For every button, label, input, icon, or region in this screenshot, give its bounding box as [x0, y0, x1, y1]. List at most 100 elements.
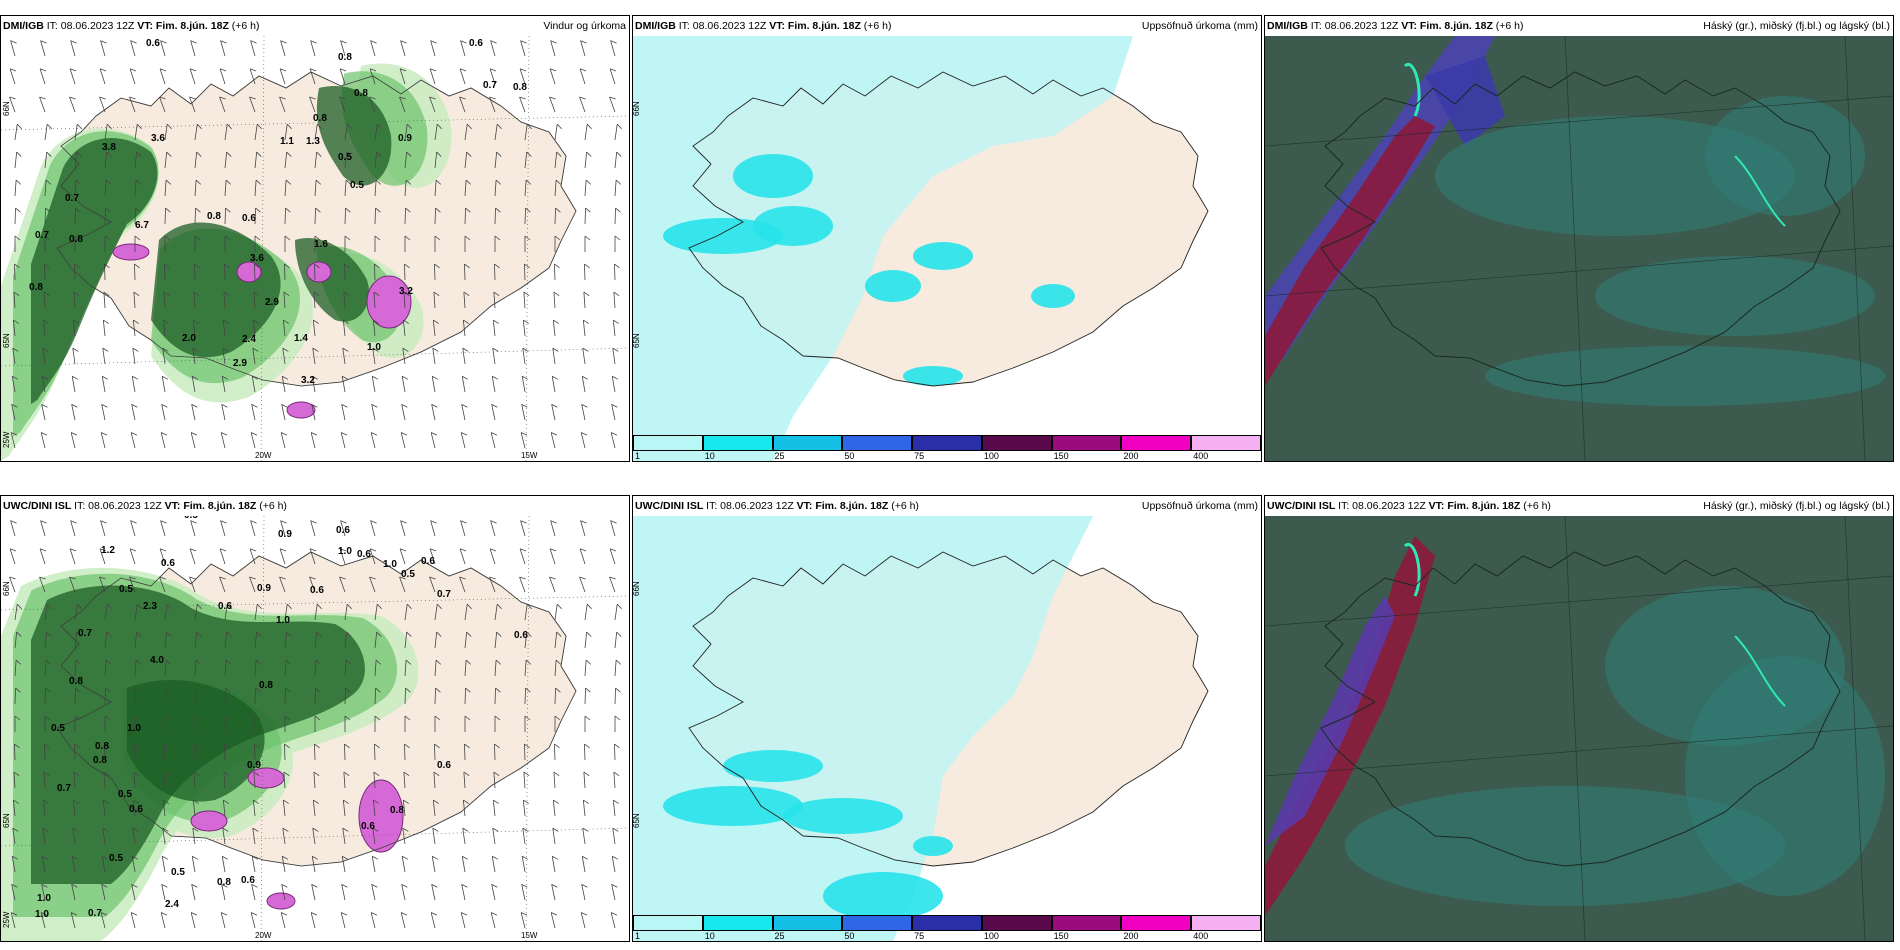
wind-barb: [14, 603, 22, 621]
wind-barb: [103, 291, 110, 309]
wind-barb: [521, 855, 529, 873]
wind-barb: [554, 123, 562, 141]
source-label: DMI/IGB: [1267, 20, 1308, 32]
wind-barb: [401, 403, 408, 421]
precip-value-label: 1.0: [383, 559, 397, 570]
wind-barb: [254, 235, 261, 252]
wind-barb: [431, 855, 439, 873]
wind-barb: [609, 548, 617, 565]
wind-barb: [434, 235, 441, 252]
wind-barb: [434, 631, 442, 649]
wind-barb: [191, 855, 199, 873]
legend-swatch: [1051, 435, 1122, 451]
wind-barb: [434, 743, 440, 761]
wind-barb: [224, 123, 232, 141]
precip-value-label: 1.0: [37, 893, 51, 904]
precip-band-group: [151, 222, 281, 358]
wind-barb: [221, 855, 229, 873]
wind-barb: [133, 291, 140, 309]
precip-band-dark: [316, 86, 392, 186]
wind-barb: [584, 123, 592, 141]
wind-barb: [430, 912, 438, 929]
precip-value-label: 1.2: [101, 545, 115, 556]
wind-barb: [72, 319, 79, 337]
wind-barb: [192, 827, 199, 845]
wind-barb: [581, 375, 589, 393]
wind-barb: [39, 576, 46, 593]
wind-barb: [524, 263, 530, 281]
wind-barb: [404, 659, 412, 677]
wind-barb: [284, 263, 290, 281]
intense-precip-cell: [266, 892, 296, 910]
it-label: IT: 08.06.2023 12Z: [678, 20, 767, 32]
wind-barb: [254, 123, 262, 141]
wind-barb: [491, 375, 499, 393]
precip-cell: [723, 750, 823, 782]
wind-barb: [580, 912, 588, 929]
wind-barb: [194, 631, 202, 649]
wind-barb: [494, 263, 500, 281]
wind-barb: [549, 576, 556, 593]
precip-band-dark: [295, 237, 370, 322]
wind-barb: [130, 40, 137, 57]
wind-barb: [14, 151, 22, 169]
wind-barb: [609, 576, 616, 593]
wind-barb: [194, 235, 201, 252]
wind-barb: [341, 403, 348, 421]
wind-barb: [251, 883, 258, 901]
precip-value-label: 0.7: [57, 783, 71, 794]
wind-barb: [614, 743, 620, 761]
panel-wind-dmi: DMI/IGB IT: 08.06.2023 12Z VT: Fim. 8.jú…: [0, 15, 630, 462]
wind-barb: [134, 179, 142, 197]
precip-value-label: 6.7: [135, 220, 149, 231]
wind-barb: [430, 432, 438, 449]
cloud-band: [1265, 596, 1395, 846]
legend-label: 75: [914, 451, 925, 461]
wind-barb: [164, 659, 172, 677]
cloud-layer: [1705, 96, 1865, 216]
wind-barb: [434, 659, 442, 677]
wind-barb: [373, 291, 380, 309]
wind-barb: [164, 631, 172, 649]
wind-barb: [194, 603, 202, 621]
wind-barb: [69, 96, 76, 113]
precip-map: 66N65N53511477721418362522422741023: [633, 36, 1261, 461]
precip-value-label: 1.0: [338, 546, 352, 557]
region-border: [1844, 36, 1866, 461]
wind-barb: [224, 687, 231, 705]
wind-barb: [493, 771, 500, 789]
wind-barb: [134, 207, 141, 225]
wind-barb: [400, 432, 408, 449]
wind-barb: [460, 520, 467, 537]
wind-barb: [400, 912, 408, 929]
wind-barb: [554, 631, 562, 649]
wind-barb: [494, 659, 502, 677]
precip-value-label: 1.0: [367, 342, 381, 353]
intense-precip-cell: [247, 767, 285, 789]
wind-barb: [14, 659, 22, 677]
wind-barb: [464, 179, 472, 197]
source-label: DMI/IGB: [3, 20, 44, 32]
wind-barb: [281, 883, 288, 901]
wind-barb: [9, 548, 17, 565]
precip-cell: [733, 154, 813, 198]
wind-barb: [14, 235, 21, 252]
wind-barb: [162, 319, 169, 337]
precip-value-label: 1.0: [276, 615, 290, 626]
precip-cell: [753, 206, 833, 246]
vt-label: VT: Fim. 8.jún. 18Z: [1428, 500, 1521, 512]
wind-barb: [462, 319, 469, 337]
wind-barb: [374, 687, 381, 705]
wind-barb: [14, 631, 22, 649]
lat-label: 66N: [2, 581, 11, 596]
wind-barb: [401, 855, 409, 873]
graticule-lon: [525, 516, 530, 941]
wind-barb: [611, 855, 619, 873]
wind-barb: [254, 659, 262, 677]
wind-barb: [310, 520, 317, 537]
wind-barb: [44, 743, 50, 761]
wind-barb: [224, 179, 232, 197]
wind-barb: [314, 151, 322, 169]
legend-label: 400: [1193, 451, 1209, 461]
wind-barb: [254, 715, 261, 732]
